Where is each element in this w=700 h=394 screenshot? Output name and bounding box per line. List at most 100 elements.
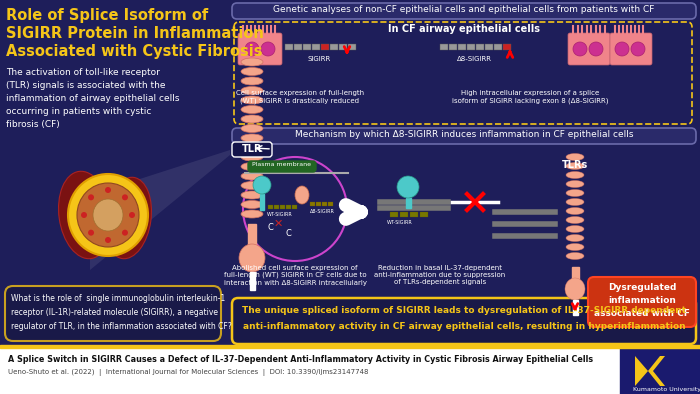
- Text: inflammation: inflammation: [608, 296, 676, 305]
- Ellipse shape: [68, 174, 148, 256]
- FancyBboxPatch shape: [458, 44, 466, 50]
- Ellipse shape: [77, 183, 139, 247]
- Circle shape: [122, 194, 128, 200]
- FancyBboxPatch shape: [610, 33, 652, 65]
- Ellipse shape: [241, 143, 263, 152]
- Text: The activation of toll-like receptor: The activation of toll-like receptor: [6, 68, 160, 77]
- FancyBboxPatch shape: [232, 3, 696, 19]
- Ellipse shape: [241, 96, 263, 104]
- Ellipse shape: [241, 201, 263, 208]
- Text: SIGIRR: SIGIRR: [307, 56, 330, 62]
- FancyBboxPatch shape: [588, 277, 696, 327]
- FancyBboxPatch shape: [420, 212, 428, 217]
- FancyBboxPatch shape: [494, 44, 502, 50]
- Circle shape: [129, 212, 135, 218]
- FancyBboxPatch shape: [330, 44, 338, 50]
- Text: regulator of TLR, in the inflammation associated with CF?: regulator of TLR, in the inflammation as…: [11, 322, 232, 331]
- FancyBboxPatch shape: [449, 44, 457, 50]
- FancyBboxPatch shape: [390, 212, 398, 217]
- Text: WT-SIGIRR: WT-SIGIRR: [267, 212, 293, 217]
- Text: ✕: ✕: [273, 219, 283, 229]
- Circle shape: [88, 194, 94, 200]
- Text: Reduction in basal IL-37-dependent
anti-inflammation due to suppression
of TLRs-: Reduction in basal IL-37-dependent anti-…: [374, 265, 505, 285]
- FancyBboxPatch shape: [303, 44, 311, 50]
- Circle shape: [245, 42, 259, 56]
- Text: High intracellular expression of a splice
isoform of SIGIRR lacking exon 8 (Δ8-S: High intracellular expression of a splic…: [452, 90, 608, 104]
- Ellipse shape: [59, 171, 111, 259]
- Ellipse shape: [566, 234, 584, 242]
- Text: The unique spliced isoform of SIGIRR leads to dysregulation of IL-37-SIGIRR depe: The unique spliced isoform of SIGIRR lea…: [242, 306, 686, 315]
- Ellipse shape: [241, 182, 263, 190]
- Ellipse shape: [565, 278, 585, 300]
- Ellipse shape: [566, 190, 584, 197]
- Ellipse shape: [566, 171, 584, 178]
- Text: What is the role of  single immunoglobulin interleukin-1: What is the role of single immunoglobuli…: [11, 294, 225, 303]
- Ellipse shape: [566, 180, 584, 188]
- FancyBboxPatch shape: [316, 202, 321, 206]
- Circle shape: [105, 187, 111, 193]
- FancyBboxPatch shape: [286, 205, 291, 209]
- Ellipse shape: [241, 153, 263, 161]
- Ellipse shape: [241, 134, 263, 142]
- Text: Kumamoto University: Kumamoto University: [633, 387, 700, 392]
- Circle shape: [615, 42, 629, 56]
- Text: Δ8-SIGIRR: Δ8-SIGIRR: [456, 56, 491, 62]
- Ellipse shape: [241, 77, 263, 85]
- Ellipse shape: [241, 87, 263, 95]
- Ellipse shape: [241, 58, 263, 66]
- Text: associated with CF: associated with CF: [594, 309, 690, 318]
- FancyBboxPatch shape: [285, 44, 293, 50]
- Ellipse shape: [241, 106, 263, 113]
- Ellipse shape: [566, 162, 584, 169]
- FancyBboxPatch shape: [503, 44, 511, 50]
- Bar: [572, 267, 579, 279]
- Ellipse shape: [239, 244, 265, 272]
- Ellipse shape: [241, 191, 263, 199]
- Circle shape: [397, 176, 419, 198]
- Ellipse shape: [241, 67, 263, 76]
- FancyBboxPatch shape: [268, 205, 273, 209]
- Text: Mechanism by which Δ8-SIGIRR induces inflammation in CF epithelial cells: Mechanism by which Δ8-SIGIRR induces inf…: [295, 130, 634, 139]
- Text: inflammation of airway epithelial cells: inflammation of airway epithelial cells: [6, 94, 179, 103]
- Ellipse shape: [104, 177, 151, 259]
- Text: (TLR) signals is associated with the: (TLR) signals is associated with the: [6, 81, 165, 90]
- Text: TLRs: TLRs: [562, 160, 588, 170]
- FancyBboxPatch shape: [292, 205, 297, 209]
- FancyBboxPatch shape: [400, 212, 408, 217]
- Bar: [406, 198, 411, 208]
- FancyBboxPatch shape: [232, 298, 696, 344]
- FancyBboxPatch shape: [322, 202, 327, 206]
- Text: C: C: [267, 223, 273, 232]
- Circle shape: [589, 42, 603, 56]
- Text: Δ8-SIGIRR: Δ8-SIGIRR: [310, 209, 335, 214]
- Bar: [248, 224, 256, 246]
- Circle shape: [631, 42, 645, 56]
- Text: Cell surface expression of full-length
(WT) SIGIRR is drastically reduced: Cell surface expression of full-length (…: [236, 90, 364, 104]
- Text: Dysregulated: Dysregulated: [608, 283, 676, 292]
- Polygon shape: [648, 356, 665, 386]
- Text: C: C: [285, 229, 291, 238]
- Text: Plasma membrane: Plasma membrane: [253, 162, 312, 167]
- FancyBboxPatch shape: [294, 44, 302, 50]
- Ellipse shape: [241, 172, 263, 180]
- FancyBboxPatch shape: [467, 44, 475, 50]
- Text: Abolished cell surface expression of
full-length (WT) SIGIRR in CF cells due to
: Abolished cell surface expression of ful…: [223, 265, 367, 286]
- Ellipse shape: [241, 210, 263, 218]
- Circle shape: [253, 176, 271, 194]
- Bar: [0, 345, 700, 348]
- Circle shape: [88, 230, 94, 236]
- Bar: [0, 348, 700, 394]
- Ellipse shape: [566, 243, 584, 251]
- Text: Role of Splice Isoform of: Role of Splice Isoform of: [6, 8, 209, 23]
- Text: Ueno-Shuto et al. (2022)  |  International Journal for Molecular Sciences  |  DO: Ueno-Shuto et al. (2022) | International…: [8, 368, 368, 375]
- FancyBboxPatch shape: [312, 44, 320, 50]
- Circle shape: [105, 237, 111, 243]
- Ellipse shape: [566, 154, 584, 160]
- Bar: [250, 272, 255, 290]
- FancyBboxPatch shape: [238, 33, 282, 65]
- Bar: [573, 300, 578, 315]
- Text: SIGIRR Protein in Inflammation: SIGIRR Protein in Inflammation: [6, 26, 264, 41]
- FancyBboxPatch shape: [339, 44, 347, 50]
- Ellipse shape: [566, 199, 584, 206]
- Text: occurring in patients with cystic: occurring in patients with cystic: [6, 107, 151, 116]
